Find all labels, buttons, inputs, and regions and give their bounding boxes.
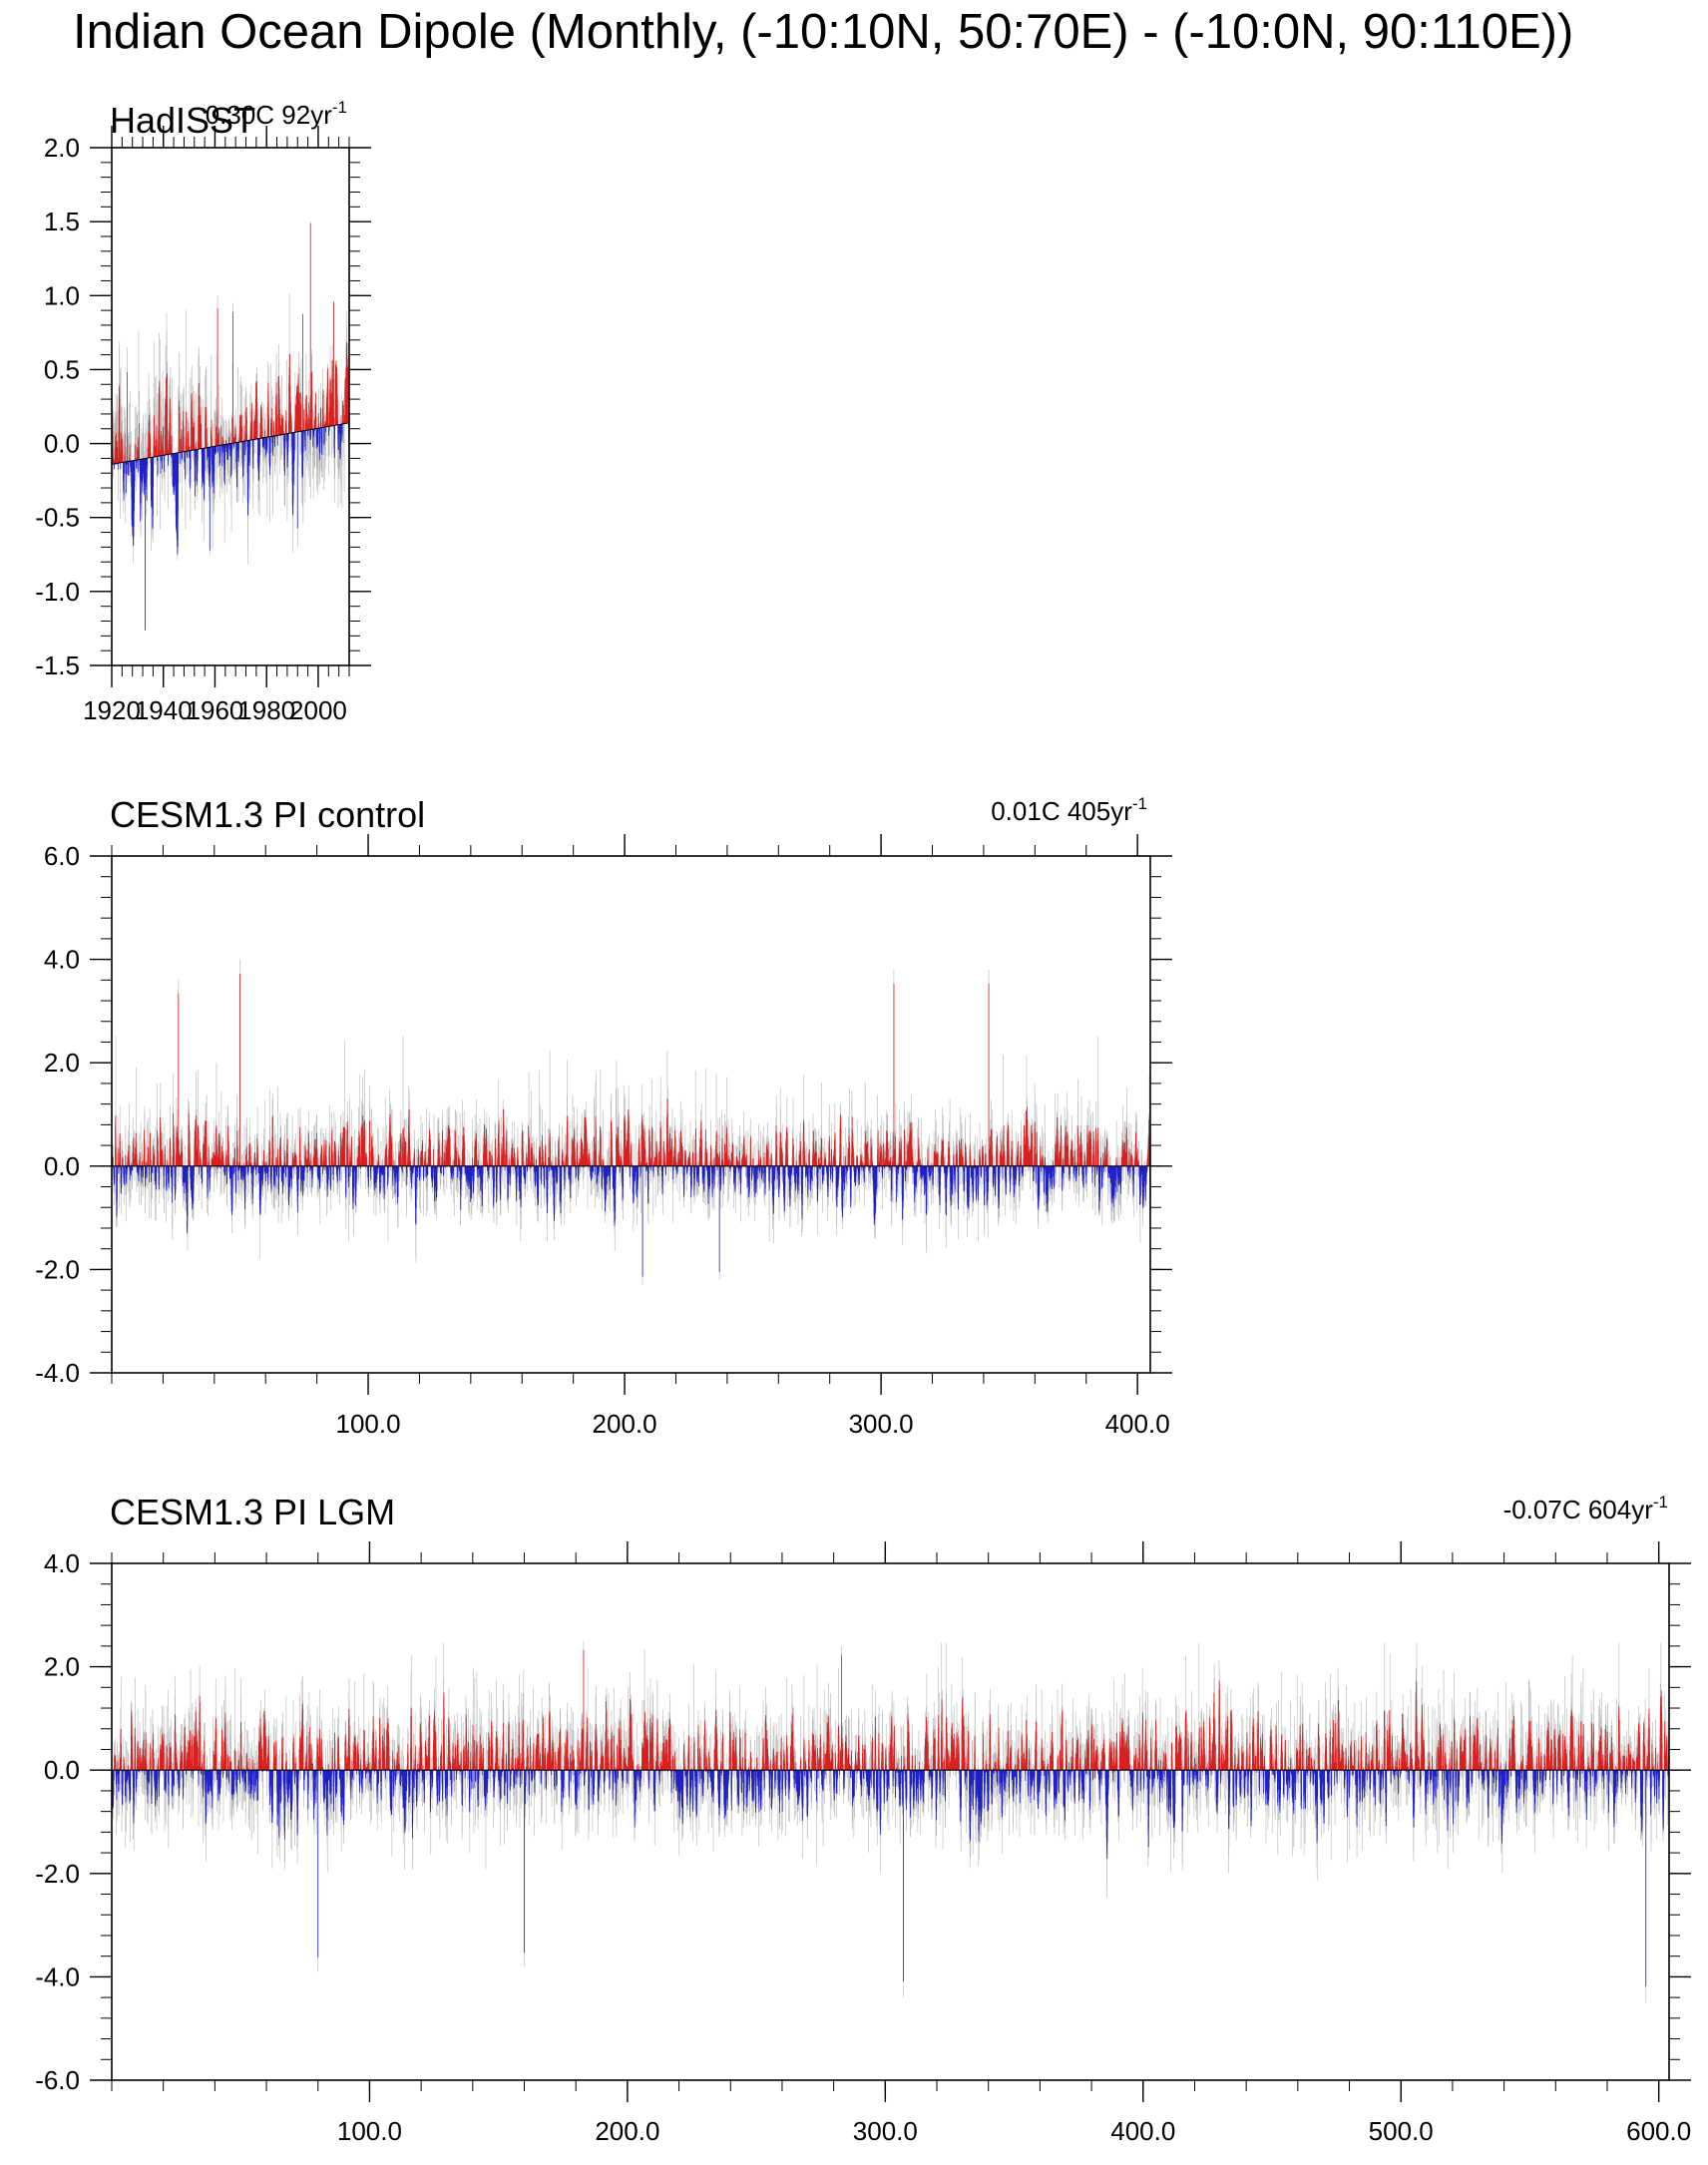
- y-tick-label: 0.5: [44, 354, 80, 384]
- x-tick-label: 300.0: [849, 1409, 914, 1439]
- trend-exponent: -1: [332, 98, 347, 117]
- y-tick-label: 2.0: [44, 1048, 80, 1078]
- plot-frame: [111, 855, 1151, 1374]
- positive-anomaly-bars: [114, 1649, 1670, 1771]
- x-tick-label: 200.0: [593, 1409, 657, 1439]
- y-tick-label: 2.0: [44, 1652, 80, 1682]
- trend-exponent: -1: [1653, 1493, 1668, 1512]
- y-tick-label: -2.0: [35, 1254, 80, 1284]
- page-title: Indian Ocean Dipole (Monthly, (-10:10N, …: [73, 5, 1574, 59]
- trend-text: 0.30C 92yr: [206, 100, 333, 130]
- y-tick-label: -1.0: [35, 577, 80, 607]
- y-tick-label: -6.0: [35, 2065, 80, 2095]
- plot-frame: [111, 1562, 1670, 2081]
- x-tick-label: 1940: [135, 695, 193, 725]
- x-tick-label: 600.0: [1626, 2116, 1691, 2146]
- y-tick-label: 4.0: [44, 945, 80, 975]
- y-tick-label: -4.0: [35, 1358, 80, 1388]
- trend-label: -0.07C 604yr-1: [1503, 1493, 1668, 1524]
- raw-series-bars: [111, 1640, 1670, 2003]
- trend-exponent: -1: [1132, 794, 1147, 813]
- y-tick-label: 2.0: [44, 133, 80, 163]
- trend-label: 0.30C 92yr-1: [206, 98, 347, 130]
- panel-title: CESM1.3 PI LGM: [110, 1492, 395, 1532]
- y-tick-label: 1.0: [44, 280, 80, 310]
- y-tick-label: 0.0: [44, 1151, 80, 1181]
- x-tick-label: 100.0: [337, 2116, 402, 2146]
- y-tick-label: 6.0: [44, 841, 80, 871]
- y-tick-label: 1.5: [44, 207, 80, 236]
- trend-label: 0.01C 405yr-1: [991, 794, 1147, 826]
- trend-line: [111, 422, 350, 465]
- y-tick-label: 0.0: [44, 429, 80, 459]
- x-tick-label: 200.0: [595, 2116, 659, 2146]
- x-tick-label: 400.0: [1110, 2116, 1175, 2146]
- x-tick-label: 100.0: [335, 1409, 400, 1439]
- panel-title: CESM1.3 PI control: [110, 794, 425, 835]
- trend-text: -0.07C 604yr: [1503, 1495, 1654, 1524]
- y-tick-label: 0.0: [44, 1755, 80, 1785]
- x-tick-label: 300.0: [853, 2116, 918, 2146]
- x-tick-label: 2000: [289, 695, 347, 725]
- x-tick-label: 1960: [187, 695, 244, 725]
- negative-anomaly-bars: [114, 422, 350, 631]
- panel-pi-lgm: -6.0 -4.0 -2.0 0.0 2.0 4.0 100.0 200.0 300.0 400.…: [35, 1492, 1691, 2146]
- panel-hadisst: -1.5 -1.0 -0.5 0.0 0.5 1.0 1.5 2.0 1920194019601…: [35, 98, 371, 725]
- raw-series-bars: [111, 221, 350, 629]
- x-tick-label: 1920: [83, 695, 141, 725]
- y-tick-label: -1.5: [35, 650, 80, 680]
- plot-frame: [111, 147, 350, 666]
- x-tick-label: 1980: [237, 695, 295, 725]
- raw-series-bars: [111, 959, 1151, 1285]
- x-tick-label: 500.0: [1369, 2116, 1434, 2146]
- trend-text: 0.01C 405yr: [991, 796, 1132, 826]
- x-tick-label: 400.0: [1105, 1409, 1170, 1439]
- y-tick-label: -2.0: [35, 1859, 80, 1889]
- panel-title: HadISST: [110, 100, 255, 141]
- y-tick-label: -0.5: [35, 503, 80, 533]
- y-tick-label: -4.0: [35, 1961, 80, 1991]
- y-tick-label: 4.0: [44, 1548, 80, 1578]
- panel-pi-control: -4.0 -2.0 0.0 2.0 4.0 6.0 100.0 200.0 300.0 400.0…: [35, 794, 1172, 1439]
